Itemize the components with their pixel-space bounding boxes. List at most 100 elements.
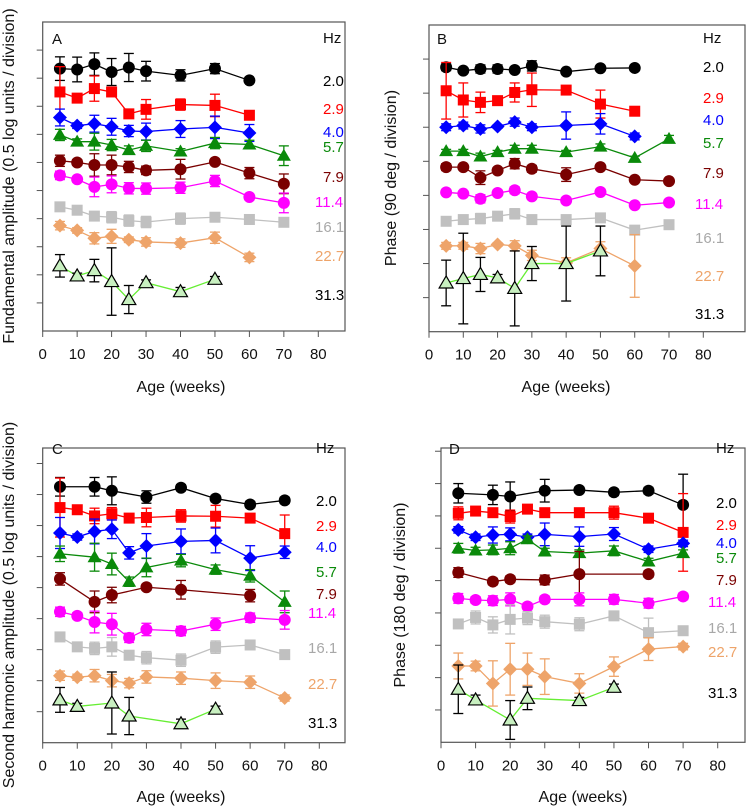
data-point xyxy=(506,280,523,295)
data-point xyxy=(242,250,257,265)
data-point xyxy=(662,131,677,144)
data-point xyxy=(71,609,84,622)
data-point xyxy=(209,211,221,223)
data-point xyxy=(122,574,137,587)
data-point xyxy=(172,283,189,298)
data-point xyxy=(509,86,521,98)
data-point xyxy=(627,258,642,273)
data-point xyxy=(509,208,521,220)
series-11-4-hz: 11.4 xyxy=(53,605,336,644)
data-point xyxy=(53,154,66,167)
data-point xyxy=(474,96,486,108)
series-2-0-hz: 2.0 xyxy=(452,473,737,537)
x-tick-label: 10 xyxy=(455,347,472,364)
data-point xyxy=(492,95,504,107)
data-point xyxy=(438,274,455,289)
data-point xyxy=(140,216,152,228)
data-point xyxy=(507,141,522,154)
x-tick-label: 20 xyxy=(502,757,519,774)
data-point xyxy=(106,211,118,223)
series-line xyxy=(458,529,684,550)
data-point xyxy=(472,266,489,281)
data-point xyxy=(52,668,67,683)
y-axis-label: Phase (180 deg / division) xyxy=(392,503,409,688)
data-point xyxy=(451,541,466,554)
series-line xyxy=(59,160,285,185)
data-point xyxy=(606,527,621,542)
data-point xyxy=(456,144,471,157)
data-point xyxy=(560,65,573,78)
data-point xyxy=(538,573,551,586)
panel-letter: D xyxy=(449,441,460,458)
data-point xyxy=(123,649,135,661)
data-point xyxy=(524,141,539,154)
data-point xyxy=(642,568,655,581)
data-point xyxy=(140,164,153,177)
data-point xyxy=(450,681,467,695)
data-point xyxy=(439,120,454,135)
data-point xyxy=(71,173,84,186)
panel-d: 0 10 20 30 40 50 60 70 80 Age (weeks) Phase (180 d… xyxy=(392,440,746,806)
plot-frame xyxy=(428,24,746,333)
x-tick-label: 10 xyxy=(69,346,86,363)
series-31-3-hz: 31.3 xyxy=(450,664,737,741)
x-axis-label: Age (weeks) xyxy=(522,379,611,396)
data-point xyxy=(572,529,587,544)
data-point xyxy=(468,658,483,673)
x-tick-label: 60 xyxy=(241,346,258,363)
data-point xyxy=(485,527,500,542)
data-point xyxy=(560,194,573,207)
series-16-1-hz: 16.1 xyxy=(54,631,337,668)
series-line xyxy=(445,89,635,112)
legend-label: 22.7 xyxy=(308,676,337,693)
data-point xyxy=(276,148,291,161)
data-point xyxy=(243,74,256,87)
series-line xyxy=(59,87,250,116)
data-point xyxy=(559,145,574,158)
data-point xyxy=(122,182,135,195)
series-31-3-hz: 31.3 xyxy=(438,225,724,327)
data-point xyxy=(474,171,487,184)
data-point xyxy=(277,691,292,706)
data-point xyxy=(455,270,472,285)
data-point xyxy=(54,86,66,98)
x-tick-label: 70 xyxy=(276,758,293,775)
x-tick-label: 10 xyxy=(467,757,484,774)
data-point xyxy=(51,257,68,272)
data-point xyxy=(457,161,470,174)
data-point xyxy=(52,127,67,140)
data-point xyxy=(175,625,187,638)
data-point xyxy=(440,215,452,227)
x-tick-label: 50 xyxy=(207,758,224,775)
legend-label: 7.9 xyxy=(703,165,724,182)
data-point xyxy=(676,536,691,551)
data-point xyxy=(573,593,586,606)
data-point xyxy=(594,212,606,224)
data-point xyxy=(469,594,482,607)
series-line xyxy=(458,571,649,583)
data-point xyxy=(521,503,533,515)
data-point xyxy=(487,507,499,519)
legend-label: 2.9 xyxy=(316,518,337,535)
data-point xyxy=(452,487,465,500)
data-point xyxy=(139,234,154,249)
series-11-4-hz: 11.4 xyxy=(53,169,343,214)
data-point xyxy=(243,675,258,690)
series-line xyxy=(446,213,670,231)
plot-frame xyxy=(42,21,346,332)
data-point xyxy=(641,542,656,557)
data-point xyxy=(571,692,588,707)
data-point xyxy=(104,229,119,244)
panel-letter: C xyxy=(52,441,63,458)
x-tick-label: 40 xyxy=(558,347,575,364)
data-point xyxy=(87,524,102,539)
data-point xyxy=(208,155,221,168)
series-line xyxy=(446,65,635,73)
x-axis-label: Age (weeks) xyxy=(539,789,628,806)
data-point xyxy=(106,86,118,98)
data-point xyxy=(54,631,66,643)
legend-label: 2.9 xyxy=(323,101,344,118)
data-point xyxy=(439,238,454,253)
data-point xyxy=(140,581,153,594)
data-point xyxy=(174,534,188,549)
